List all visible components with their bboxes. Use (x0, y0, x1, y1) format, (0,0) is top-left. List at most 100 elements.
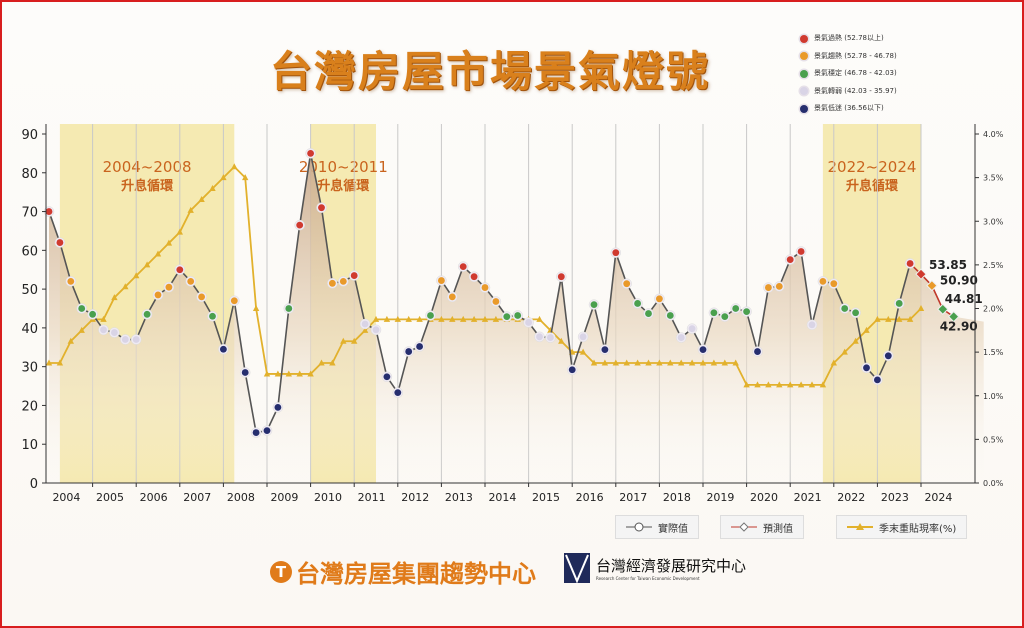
rate-marker (220, 174, 227, 181)
rate-marker (667, 359, 674, 366)
rate-marker (579, 348, 587, 355)
rate-marker (634, 359, 641, 366)
v-logo-icon (564, 553, 590, 583)
rate-marker (536, 315, 543, 322)
actual-marker (906, 260, 914, 267)
actual-marker (645, 310, 652, 317)
actual-marker (318, 204, 325, 212)
actual-marker (503, 313, 511, 321)
rate-marker (296, 370, 303, 377)
actual-marker (198, 293, 206, 301)
right-tick-label: 3.5% (983, 174, 1004, 183)
actual-marker (895, 300, 903, 307)
actual-marker (339, 277, 347, 285)
legend-item-label: 景氣低迷 (36.56以下) (814, 104, 884, 112)
rate-marker (187, 206, 194, 213)
right-tick-label: 1.0% (983, 392, 1004, 401)
rate-marker (896, 315, 903, 322)
actual-marker (514, 312, 522, 319)
actual-marker (743, 308, 750, 316)
actual-marker (852, 309, 859, 317)
actual-marker (808, 321, 816, 329)
actual-marker (819, 277, 827, 285)
actual-marker (547, 334, 554, 341)
forecast-marker (937, 303, 949, 315)
rate-marker (252, 305, 260, 311)
legend-item-stable: 景氣穩定 (46.78 - 42.03) (800, 65, 897, 83)
actual-marker (241, 369, 249, 376)
actual-marker (863, 364, 870, 372)
red-dot-icon (800, 34, 808, 43)
navy-dot-icon (800, 104, 808, 113)
rate-marker (78, 326, 85, 333)
actual-marker (590, 301, 598, 309)
actual-marker (252, 429, 260, 436)
actual-marker (459, 263, 467, 271)
actual-marker (383, 373, 391, 381)
rate-marker (481, 315, 489, 322)
rate-marker (623, 359, 630, 366)
rate-marker (340, 337, 347, 344)
rate-marker (906, 315, 914, 322)
actual-marker (721, 313, 729, 321)
actual-marker (470, 273, 478, 281)
rate-marker (787, 381, 794, 388)
rate-marker (808, 381, 816, 388)
legend-item-label: 景氣過熱 (52.78以上) (814, 34, 884, 42)
actual-marker (874, 376, 881, 384)
actual-marker (765, 284, 772, 291)
actual-marker (416, 343, 423, 350)
legend-forecast-label: 預測值 (763, 523, 793, 535)
rate-marker (732, 359, 739, 366)
right-tick-label: 4.0% (983, 130, 1004, 139)
x-tick-label: 2005 (96, 491, 124, 504)
actual-marker (165, 283, 173, 291)
actual-marker (427, 312, 434, 319)
rate-marker (754, 381, 761, 388)
rate-marker (45, 359, 53, 366)
green-dot-icon (800, 69, 808, 78)
rate-marker (143, 261, 151, 268)
x-tick-label: 2004 (52, 491, 80, 504)
actual-marker (220, 345, 227, 353)
actual-marker (666, 312, 674, 319)
rate-marker (165, 239, 173, 246)
rate-marker (819, 381, 827, 388)
rate-marker (874, 315, 881, 322)
band-sublabel: 升息循環 (846, 178, 899, 194)
actual-marker (78, 305, 86, 312)
actual-marker (797, 248, 805, 255)
legend-item-warming: 景氣趨熱 (52.78 - 46.78) (800, 48, 897, 66)
actual-marker (187, 277, 195, 285)
rate-marker (372, 315, 380, 322)
rate-marker (656, 359, 663, 366)
x-tick-label: 2007 (183, 491, 211, 504)
actual-marker (492, 298, 500, 305)
actual-marker (285, 305, 293, 312)
x-tick-label: 2023 (881, 491, 909, 504)
rate-marker (590, 359, 598, 366)
rate-marker (492, 315, 500, 322)
actual-marker (830, 280, 838, 288)
right-tick-label: 0.5% (983, 435, 1004, 444)
forecast-value-label: 44.81 (945, 292, 983, 306)
right-tick-label: 2.5% (983, 261, 1004, 270)
legend-item-overheat: 景氣過熱 (52.78以上) (800, 30, 897, 48)
rate-marker (601, 359, 609, 366)
x-tick-label: 2021 (794, 491, 822, 504)
rate-marker (285, 370, 292, 377)
band-sublabel: 升息循環 (121, 178, 174, 194)
research-center-name: 台灣經濟發展研究中心 (596, 557, 747, 575)
actual-marker (841, 305, 849, 312)
x-tick-label: 2022 (837, 491, 865, 504)
legend-actual: 實際值 (615, 515, 699, 539)
actual-marker (448, 293, 456, 301)
actual-marker (525, 319, 532, 326)
rate-marker (776, 381, 783, 388)
rate-marker (56, 359, 64, 366)
rate-marker (688, 359, 696, 366)
legend-forecast: 預測值 (720, 515, 804, 539)
rate-marker (351, 337, 358, 344)
forecast-marker (915, 268, 927, 280)
actual-marker (176, 266, 184, 274)
